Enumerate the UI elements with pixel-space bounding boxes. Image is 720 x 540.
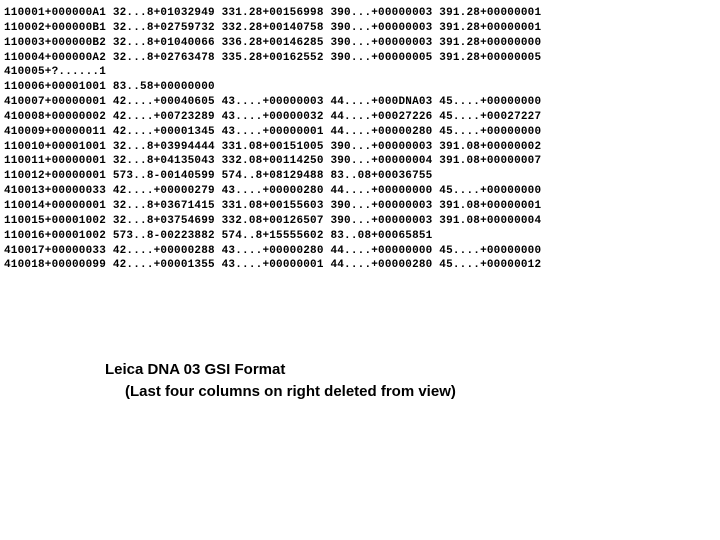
caption-subtitle: (Last four columns on right deleted from…: [105, 381, 720, 403]
data-row: 410008+00000002 42....+00723289 43....+0…: [4, 110, 716, 125]
caption-title: Leica DNA 03 GSI Format: [105, 359, 720, 381]
data-row: 110012+00000001 573..8-00140599 574..8+0…: [4, 169, 716, 184]
data-row: 110015+00001002 32...8+03754699 332.08+0…: [4, 214, 716, 229]
data-row: 110001+000000A1 32...8+01032949 331.28+0…: [4, 6, 716, 21]
data-row: 110010+00001001 32...8+03994444 331.08+0…: [4, 140, 716, 155]
data-row: 110002+000000B1 32...8+02759732 332.28+0…: [4, 21, 716, 36]
data-row: 410005+?......1: [4, 65, 716, 80]
data-row: 410009+00000011 42....+00001345 43....+0…: [4, 125, 716, 140]
data-row: 110014+00000001 32...8+03671415 331.08+0…: [4, 199, 716, 214]
data-row: 410018+00000099 42....+00001355 43....+0…: [4, 258, 716, 273]
caption-block: Leica DNA 03 GSI Format (Last four colum…: [105, 359, 720, 403]
data-row: 110011+00000001 32...8+04135043 332.08+0…: [4, 154, 716, 169]
data-row: 110006+00001001 83..58+00000000: [4, 80, 716, 95]
data-row: 410013+00000033 42....+00000279 43....+0…: [4, 184, 716, 199]
gsi-data-block: 110001+000000A1 32...8+01032949 331.28+0…: [0, 0, 720, 279]
data-row: 110004+000000A2 32...8+02763478 335.28+0…: [4, 51, 716, 66]
data-row: 110003+000000B2 32...8+01040066 336.28+0…: [4, 36, 716, 51]
data-row: 410007+00000001 42....+00040605 43....+0…: [4, 95, 716, 110]
data-row: 410017+00000033 42....+00000288 43....+0…: [4, 244, 716, 259]
data-row: 110016+00001002 573..8-00223882 574..8+1…: [4, 229, 716, 244]
